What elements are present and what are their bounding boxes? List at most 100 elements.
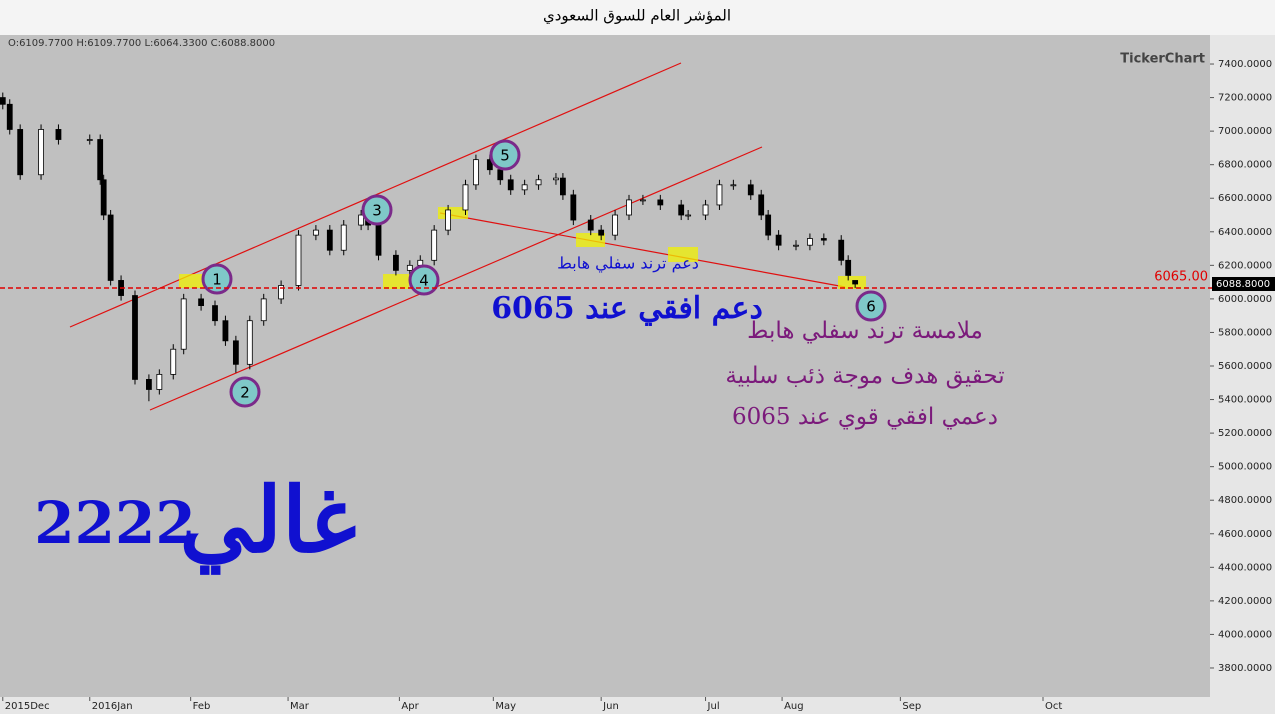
annotation: دعم افقي عند 6065	[491, 291, 763, 326]
plot-area	[0, 35, 1210, 697]
y-tick-label: 7400.0000	[1218, 59, 1272, 70]
wave-circle	[408, 264, 440, 296]
x-tick-label: Aug	[784, 701, 804, 712]
candle-body	[521, 184, 528, 191]
signature-name: غالي	[180, 468, 357, 576]
wave-circle	[229, 376, 261, 408]
wave-label: 4	[419, 272, 429, 290]
annotation: دعمي افقي قوي عند 6065	[732, 404, 998, 430]
candle-body	[852, 280, 859, 285]
x-tick-label: Oct	[1045, 701, 1062, 712]
x-tick-label: Apr	[401, 701, 419, 712]
candles	[0, 92, 859, 402]
x-tick-label: Mar	[290, 701, 310, 712]
highlight	[576, 233, 605, 247]
y-tick-label: 5200.0000	[1218, 428, 1272, 439]
candle-body	[340, 224, 347, 251]
y-tick-label: 6800.0000	[1218, 160, 1272, 171]
wave-circle	[855, 290, 887, 322]
candle-body	[358, 214, 365, 226]
y-tick-label: 5800.0000	[1218, 327, 1272, 338]
candle-body	[132, 295, 138, 380]
y-tick-label: 4000.0000	[1218, 629, 1272, 640]
candle-body	[170, 348, 177, 375]
wave-label: 6	[866, 298, 876, 316]
candle-body	[278, 285, 285, 300]
candle-body	[587, 219, 594, 231]
candle-body	[86, 139, 93, 141]
x-tick-label: 2015Dec	[5, 701, 50, 712]
annotation: ملامسة ترند سفلي هابط	[747, 318, 983, 344]
y-tick-label: 5400.0000	[1218, 395, 1272, 406]
wave-label: 5	[500, 147, 510, 165]
candle-body	[295, 234, 302, 286]
highlight	[383, 274, 409, 289]
candle-body	[17, 129, 24, 176]
y-tick-label: 3800.0000	[1218, 663, 1272, 674]
y-tick-label: 4400.0000	[1218, 562, 1272, 573]
candle-body	[716, 184, 723, 206]
candle-body	[393, 254, 399, 271]
candle-body	[212, 305, 218, 322]
candle-body	[838, 239, 845, 261]
candle-body	[820, 238, 827, 241]
brand: TickerChart	[1120, 52, 1205, 67]
chart-title: المؤشر العام للسوق السعودي	[543, 7, 731, 26]
candle-body	[702, 204, 709, 216]
y-tick-label: 6200.0000	[1218, 260, 1272, 271]
candle-body	[417, 259, 424, 266]
candle-body	[560, 177, 566, 196]
candle-body	[640, 199, 646, 202]
candle-body	[156, 373, 163, 390]
candle-body	[793, 244, 799, 247]
candle-body	[845, 259, 852, 276]
signature-number: 2222	[34, 489, 195, 557]
candle-body	[146, 379, 152, 390]
highlights	[179, 207, 866, 289]
y-tick-label: 7000.0000	[1218, 126, 1272, 137]
y-tick-label: 4600.0000	[1218, 529, 1272, 540]
annotation: دعم ترند سفلي هابط	[557, 254, 699, 273]
candle-body	[730, 184, 737, 187]
candle-body	[807, 238, 813, 246]
descending-trend	[439, 212, 846, 288]
candle-body	[473, 159, 479, 186]
y-tick-label: 7200.0000	[1218, 93, 1272, 104]
candle-body	[107, 214, 114, 281]
candle-body	[570, 194, 577, 221]
candle-body	[312, 229, 319, 236]
candle-body	[97, 139, 104, 181]
candle-body	[758, 194, 765, 216]
candle-body	[685, 214, 692, 217]
candle-body	[612, 214, 618, 236]
candle-body	[657, 199, 664, 206]
y-tick-label: 4800.0000	[1218, 495, 1272, 506]
x-axis-area	[0, 697, 1210, 714]
candle-body	[497, 169, 504, 181]
y-tick-label: 6600.0000	[1218, 193, 1272, 204]
candle-body	[38, 129, 44, 176]
wave-label: 1	[212, 271, 222, 289]
candle-body	[222, 320, 229, 342]
y-tick-label: 6000.0000	[1218, 294, 1272, 305]
last-price-box	[1212, 276, 1275, 291]
wave-label: 3	[372, 202, 382, 220]
candle-body	[431, 229, 438, 261]
wave-circle	[489, 139, 521, 171]
candle-body	[598, 229, 605, 236]
candle-body	[462, 184, 469, 211]
candle-body	[55, 129, 62, 140]
ohlc-header: O:6109.7700 H:6109.7700 L:6064.3300 C:60…	[8, 38, 275, 49]
candle-body	[6, 103, 13, 130]
candle-body	[406, 264, 413, 271]
highlight	[668, 247, 698, 262]
wave-circle	[201, 263, 233, 295]
candle-body	[260, 298, 267, 322]
candle-body	[375, 224, 382, 256]
candle-body	[100, 179, 107, 216]
wave-markers: 1 2 3 4 5 6	[201, 139, 887, 408]
candle-body	[180, 298, 187, 350]
candle-body	[445, 209, 451, 231]
